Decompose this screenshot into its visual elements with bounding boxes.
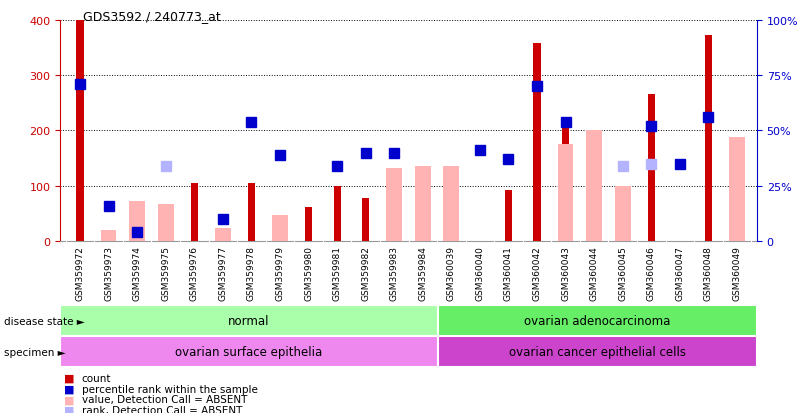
- Text: GSM360040: GSM360040: [476, 246, 485, 301]
- Bar: [60, 337, 437, 368]
- Text: ■: ■: [64, 373, 74, 383]
- Bar: [648, 95, 655, 242]
- Bar: [437, 337, 757, 368]
- Bar: [562, 120, 570, 242]
- Text: GSM359983: GSM359983: [390, 246, 399, 301]
- Bar: [191, 184, 198, 242]
- Bar: [248, 184, 255, 242]
- Bar: [444, 166, 459, 242]
- Bar: [101, 230, 116, 242]
- Text: GDS3592 / 240773_at: GDS3592 / 240773_at: [83, 10, 221, 23]
- Text: ovarian adenocarcinoma: ovarian adenocarcinoma: [524, 315, 670, 328]
- Text: GSM359981: GSM359981: [332, 246, 341, 301]
- Text: GSM359984: GSM359984: [418, 246, 427, 301]
- Bar: [705, 36, 712, 242]
- Bar: [505, 191, 512, 242]
- Bar: [60, 306, 437, 337]
- Bar: [729, 138, 745, 242]
- Text: GSM360044: GSM360044: [590, 246, 598, 300]
- Text: normal: normal: [228, 315, 270, 328]
- Text: GSM359972: GSM359972: [75, 246, 85, 301]
- Text: specimen ►: specimen ►: [4, 347, 66, 357]
- Bar: [615, 186, 630, 242]
- Text: rank, Detection Call = ABSENT: rank, Detection Call = ABSENT: [82, 405, 242, 413]
- Text: GSM360049: GSM360049: [732, 246, 742, 301]
- Text: percentile rank within the sample: percentile rank within the sample: [82, 384, 258, 394]
- Text: GSM359980: GSM359980: [304, 246, 313, 301]
- Bar: [533, 44, 541, 242]
- Text: GSM359977: GSM359977: [219, 246, 227, 301]
- Bar: [362, 199, 369, 242]
- Text: ■: ■: [64, 394, 74, 404]
- Bar: [557, 145, 574, 242]
- Text: GSM360039: GSM360039: [447, 246, 456, 301]
- Text: value, Detection Call = ABSENT: value, Detection Call = ABSENT: [82, 394, 247, 404]
- Text: ■: ■: [64, 405, 74, 413]
- Bar: [386, 169, 402, 242]
- Text: GSM359976: GSM359976: [190, 246, 199, 301]
- Text: GSM360043: GSM360043: [561, 246, 570, 301]
- Text: GSM359978: GSM359978: [247, 246, 256, 301]
- Text: GSM359982: GSM359982: [361, 246, 370, 301]
- Bar: [158, 204, 174, 242]
- Text: ■: ■: [64, 384, 74, 394]
- Text: GSM359975: GSM359975: [161, 246, 171, 301]
- Text: GSM360046: GSM360046: [646, 246, 656, 301]
- Text: GSM360042: GSM360042: [533, 246, 541, 300]
- Text: disease state ►: disease state ►: [4, 316, 85, 326]
- Text: count: count: [82, 373, 111, 383]
- Text: GSM360045: GSM360045: [618, 246, 627, 301]
- Bar: [391, 176, 398, 242]
- Bar: [586, 131, 602, 242]
- Text: GSM360048: GSM360048: [704, 246, 713, 301]
- Bar: [333, 186, 340, 242]
- Bar: [272, 215, 288, 242]
- Text: ovarian surface epithelia: ovarian surface epithelia: [175, 346, 323, 358]
- Text: GSM359979: GSM359979: [276, 246, 284, 301]
- Text: GSM359974: GSM359974: [133, 246, 142, 301]
- Bar: [415, 166, 431, 242]
- Bar: [129, 202, 145, 242]
- Bar: [215, 228, 231, 242]
- Text: GSM360041: GSM360041: [504, 246, 513, 301]
- Bar: [77, 21, 83, 242]
- Bar: [437, 306, 757, 337]
- Text: GSM359973: GSM359973: [104, 246, 113, 301]
- Text: GSM360047: GSM360047: [675, 246, 684, 301]
- Text: ovarian cancer epithelial cells: ovarian cancer epithelial cells: [509, 346, 686, 358]
- Bar: [305, 207, 312, 242]
